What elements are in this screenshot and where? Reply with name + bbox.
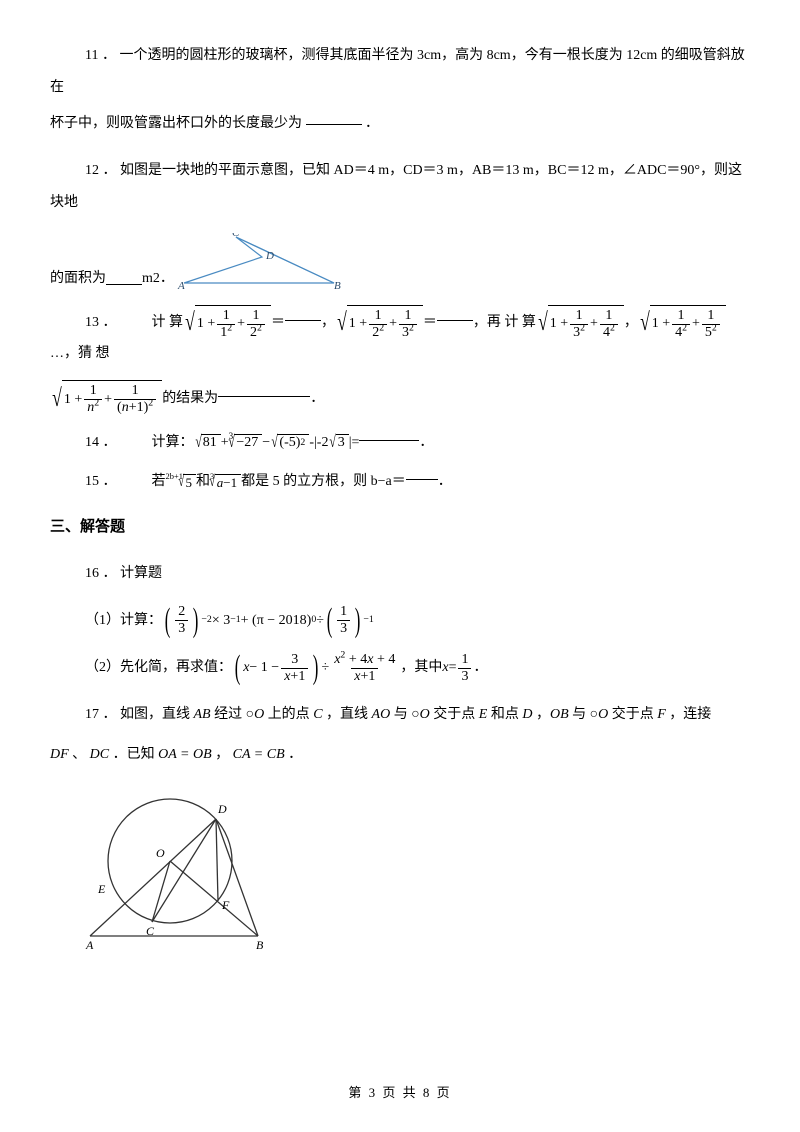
- q14-label: 14 ．: [50, 430, 117, 455]
- q13-eq1: ＝: [271, 310, 285, 335]
- q12-text-b: 的面积为: [50, 266, 106, 291]
- svg-text:F: F: [221, 898, 230, 912]
- q14-sqrt81: √81: [194, 434, 221, 451]
- q13-label: 13 ．: [50, 310, 117, 335]
- q15-tail: 都是 5 的立方根，则 b−a＝: [241, 469, 406, 494]
- q11-text-b: 杯子中，则吸管露出杯口外的长度最少为: [50, 116, 302, 131]
- svg-text:O: O: [156, 846, 165, 860]
- q13-blank2: [437, 320, 473, 321]
- q16-label: 16 ．: [85, 566, 117, 581]
- svg-text:C: C: [232, 233, 240, 239]
- q15-lead: 若: [117, 469, 166, 494]
- q13-comma1: ，: [321, 310, 335, 335]
- q11-line2: 杯子中，则吸管露出杯口外的长度最少为 ．: [50, 108, 750, 140]
- q16-expr2-where: 13: [458, 652, 471, 685]
- svg-text:D: D: [265, 250, 274, 262]
- q13-calc: 计 算: [117, 310, 184, 335]
- q16: 16 ． 计算题: [50, 558, 750, 590]
- q16-sub1-label: （1）计算：: [85, 608, 162, 633]
- q13-eq2: ＝: [423, 310, 437, 335]
- q12-blank: [106, 284, 142, 285]
- svg-text:A: A: [85, 938, 94, 952]
- q14-cbrt: 3√−27: [229, 434, 263, 451]
- q14: 14 ． 计算： √81 + 3√−27 − √(-5)2 -|-2 √3 |=…: [50, 430, 750, 455]
- q15-lhs: 2b+1√5: [166, 474, 196, 490]
- q13-term1: √ 1 + 112 + 122: [183, 305, 271, 341]
- q17-label: 17 ．: [85, 707, 120, 722]
- q15: 15 ． 若 2b+1√5 和 3√a−1 都是 5 的立方根，则 b−a＝ ．: [50, 469, 750, 494]
- q15-blank: [406, 479, 438, 480]
- q14-sqrt52: √(-5)2: [270, 434, 309, 451]
- q16-expr1-plus: + (π − 2018): [241, 608, 312, 633]
- q16-sub1: （1）计算： ( 23 ) −2 × 3−1 + (π − 2018)0 ÷ (…: [85, 604, 750, 638]
- q16-sub2-tail: ．: [473, 655, 487, 680]
- q14-sqrt3: √3: [328, 434, 348, 451]
- q11-text-a: 一个透明的圆柱形的玻璃杯，测得其底面半径为 3cm，高为 8cm，今有一根长度为…: [50, 48, 745, 95]
- q15-rhs: 3√a−1: [210, 474, 241, 490]
- q15-between: 和: [196, 469, 210, 494]
- q14-blank: [359, 440, 419, 441]
- q16-expr2-div: ÷: [322, 655, 330, 680]
- q12-label: 12 ．: [85, 163, 117, 178]
- q14-calc: 计算：: [117, 430, 194, 455]
- page-footer: 第 3 页 共 8 页: [0, 1079, 800, 1108]
- q13-dots: …，猜 想: [50, 341, 110, 366]
- q13-term2: √ 1 + 122 + 132: [335, 305, 423, 341]
- q15-period: ．: [438, 469, 452, 494]
- q17-line1: 17 ． 如图，直线 AB 经过 ○O 上的点 C ，直线 AO 与 ○O 交于…: [50, 699, 750, 731]
- q13-period: ．: [310, 386, 324, 411]
- q12: 12 ． 如图是一块地的平面示意图，已知 AD＝4 m，CD＝3 m，AB＝13…: [50, 155, 750, 219]
- svg-text:C: C: [146, 924, 155, 938]
- q16-sub2-label: （2）先化简，再求值：: [85, 655, 232, 680]
- q11-label: 11 ．: [85, 48, 116, 63]
- svg-text:A: A: [177, 280, 185, 291]
- q11-blank: [306, 124, 362, 125]
- q13-blank3: [218, 396, 310, 397]
- q16-expr2-p1: ( x − 1 − 3x+1 ): [232, 651, 322, 685]
- q16-sub2-mid: ，其中: [400, 655, 442, 680]
- svg-text:E: E: [97, 882, 106, 896]
- q16-expr1-div: ÷: [316, 608, 324, 633]
- q17-diagram: A B C D E F O: [80, 791, 280, 956]
- q13-general: √ 1 + 1n2 + 1(n+1)2: [50, 380, 162, 416]
- q13-term3: √ 1 + 132 + 142: [536, 305, 624, 341]
- q16-expr1-p2: ( 13 ): [324, 604, 363, 638]
- q16-expr1-times: × 3: [212, 608, 230, 633]
- q12-diagram: A B C D: [174, 233, 344, 291]
- svg-text:B: B: [256, 938, 264, 952]
- section-3-heading: 三、解答题: [50, 511, 750, 544]
- q12-line2: 的面积为 m2． A B C D: [50, 233, 750, 291]
- q12-unit: m2．: [142, 266, 174, 291]
- svg-text:D: D: [217, 802, 227, 816]
- q14-period: ．: [419, 430, 433, 455]
- q13-term4: √ 1 + 142 + 152: [638, 305, 726, 341]
- q16-title: 计算题: [120, 566, 162, 581]
- svg-text:B: B: [334, 280, 341, 291]
- q13-recalc: ，再 计 算: [473, 310, 536, 335]
- q16-expr2-f2: x2 + 4x + 4 x+1: [331, 652, 398, 685]
- q16-sub2: （2）先化简，再求值： ( x − 1 − 3x+1 ) ÷ x2 + 4x +…: [85, 651, 750, 685]
- q16-expr1-p1: ( 23 ): [162, 604, 201, 638]
- q13-blank1: [285, 320, 321, 321]
- page: 11 ． 一个透明的圆柱形的玻璃杯，测得其底面半径为 3cm，高为 8cm，今有…: [0, 0, 800, 1132]
- q11-period: ．: [365, 116, 379, 131]
- q13-line1: 13 ． 计 算 √ 1 + 112 + 122 ＝ ， √ 1 + 122 +…: [50, 305, 750, 366]
- q15-label: 15 ．: [50, 469, 117, 494]
- q12-text-a: 如图是一块地的平面示意图，已知 AD＝4 m，CD＝3 m，AB＝13 m，BC…: [50, 163, 742, 210]
- q17-line2: DF 、 DC ．已知 OA = OB ， CA = CB ．: [50, 739, 750, 771]
- q13-comma2: ，: [624, 310, 638, 335]
- q13-line2: √ 1 + 1n2 + 1(n+1)2 的结果为 ．: [50, 380, 750, 416]
- q11: 11 ． 一个透明的圆柱形的玻璃杯，测得其底面半径为 3cm，高为 8cm，今有…: [50, 40, 750, 104]
- q13-tail: 的结果为: [162, 386, 218, 411]
